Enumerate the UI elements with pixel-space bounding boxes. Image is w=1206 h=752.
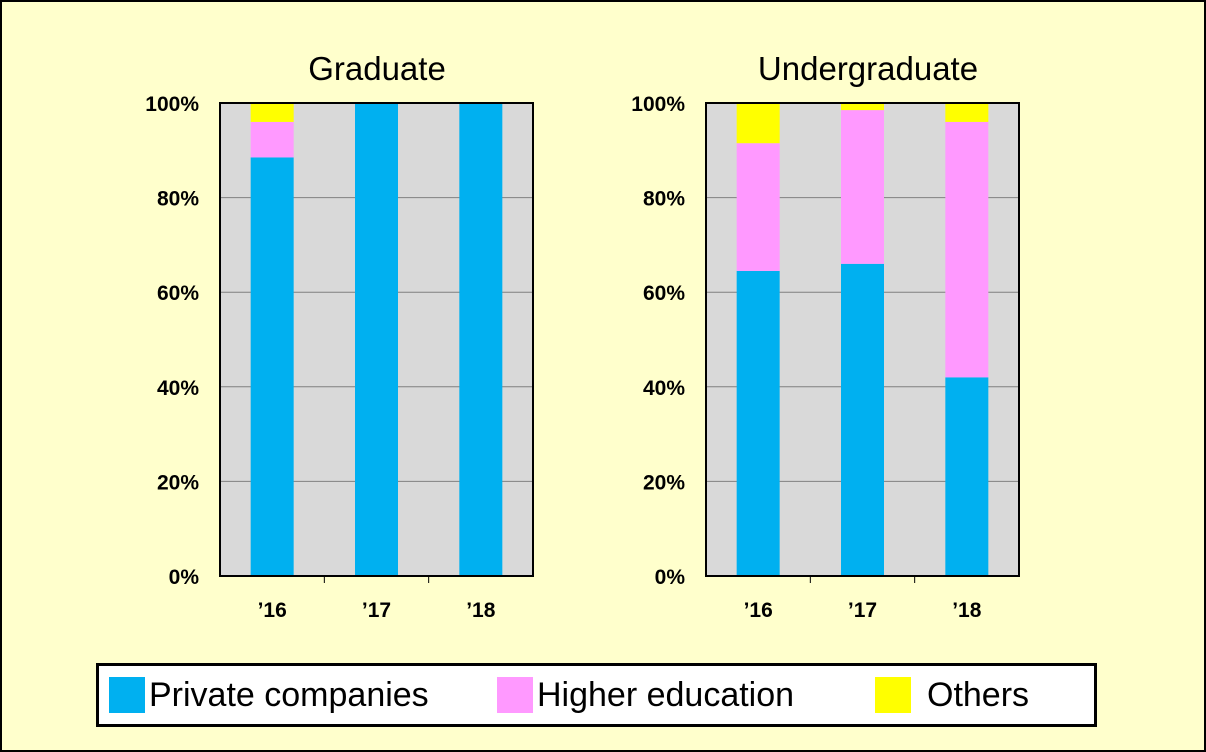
undergraduate-y-tick-label: 80% [643, 188, 685, 211]
graduate-y-tick-label: 80% [157, 188, 199, 211]
undergraduate-bar-higher-education-2 [841, 110, 884, 264]
undergraduate-y-tick-label: 40% [643, 377, 685, 400]
undergraduate-y-tick-label: 100% [631, 93, 685, 116]
undergraduate-bar-others-2 [841, 103, 884, 111]
legend: Private companies Higher education Other… [96, 663, 1097, 727]
undergraduate-y-tick-label: 60% [643, 282, 685, 305]
undergraduate-x-tick-label: ’17 [848, 599, 877, 622]
graduate-bar-others-1 [250, 103, 294, 122]
undergraduate-bar-others-1 [736, 103, 780, 144]
undergraduate-bar-private-companies-2 [841, 263, 884, 576]
undergraduate-x-tick-label: ’18 [952, 599, 982, 622]
graduate-axes-frame [219, 102, 534, 577]
legend-swatch-others [875, 677, 911, 713]
graduate-bar-private-companies-2 [355, 103, 398, 576]
undergraduate-bar-private-companies-3 [945, 377, 989, 576]
graduate-bar-private-companies-1 [250, 157, 294, 576]
graduate-y-tick-label: 60% [157, 282, 199, 305]
legend-swatch-higher-education [497, 677, 533, 713]
graduate-x-tick-label: ’17 [362, 599, 391, 622]
undergraduate-chart-title: Undergraduate [758, 50, 978, 87]
legend-item-private-companies: Private companies [109, 666, 429, 724]
graduate-y-tick-label: 0% [169, 566, 200, 589]
undergraduate-y-tick-label: 20% [643, 471, 685, 494]
graduate-y-tick-label: 40% [157, 377, 199, 400]
legend-label-higher-education: Higher education [537, 675, 795, 714]
graduate-bar-private-companies-3 [459, 103, 503, 576]
undergraduate-bar-others-3 [945, 103, 989, 122]
undergraduate-x-tick-label: ’16 [744, 599, 773, 622]
legend-label-others: Others [927, 675, 1030, 714]
legend-item-others: Others [875, 666, 1029, 724]
undergraduate-bar-higher-education-3 [945, 121, 989, 378]
graduate-x-tick-label: ’18 [466, 599, 496, 622]
undergraduate-axes-frame [705, 102, 1020, 577]
legend-swatch-private-companies [109, 677, 145, 713]
graduate-y-tick-label: 100% [145, 93, 199, 116]
graduate-x-tick-label: ’16 [258, 599, 287, 622]
graduate-chart-title: Graduate [308, 50, 446, 87]
undergraduate-bar-private-companies-1 [736, 270, 780, 576]
legend-item-higher-education: Higher education [497, 666, 794, 724]
graduate-y-tick-label: 20% [157, 471, 199, 494]
undergraduate-y-tick-label: 0% [655, 566, 686, 589]
graduate-bar-higher-education-1 [250, 121, 294, 158]
legend-label-private-companies: Private companies [149, 675, 429, 714]
undergraduate-bar-higher-education-1 [736, 143, 780, 271]
